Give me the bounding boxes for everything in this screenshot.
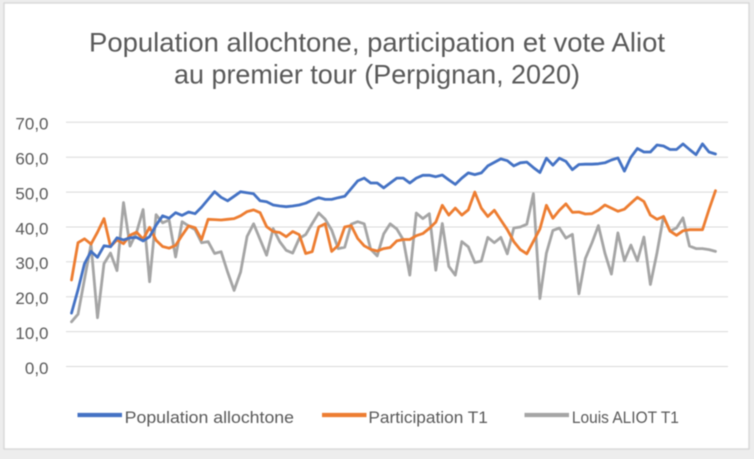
svg-text:Participation T1: Participation T1 (368, 408, 488, 427)
svg-text:70,0: 70,0 (15, 115, 48, 134)
svg-text:20,0: 20,0 (15, 289, 48, 308)
svg-text:au premier tour (Perpignan, 20: au premier tour (Perpignan, 2020) (174, 60, 580, 90)
svg-text:40,0: 40,0 (15, 219, 48, 238)
svg-text:60,0: 60,0 (15, 150, 48, 169)
svg-text:Louis ALIOT T1: Louis ALIOT T1 (572, 408, 679, 427)
svg-text:Population allochtone, partici: Population allochtone, participation et … (89, 28, 665, 58)
svg-text:0,0: 0,0 (25, 359, 49, 378)
svg-text:50,0: 50,0 (15, 184, 48, 203)
svg-text:30,0: 30,0 (15, 254, 48, 273)
svg-text:10,0: 10,0 (15, 324, 48, 343)
svg-text:Population allochtone: Population allochtone (125, 408, 294, 427)
